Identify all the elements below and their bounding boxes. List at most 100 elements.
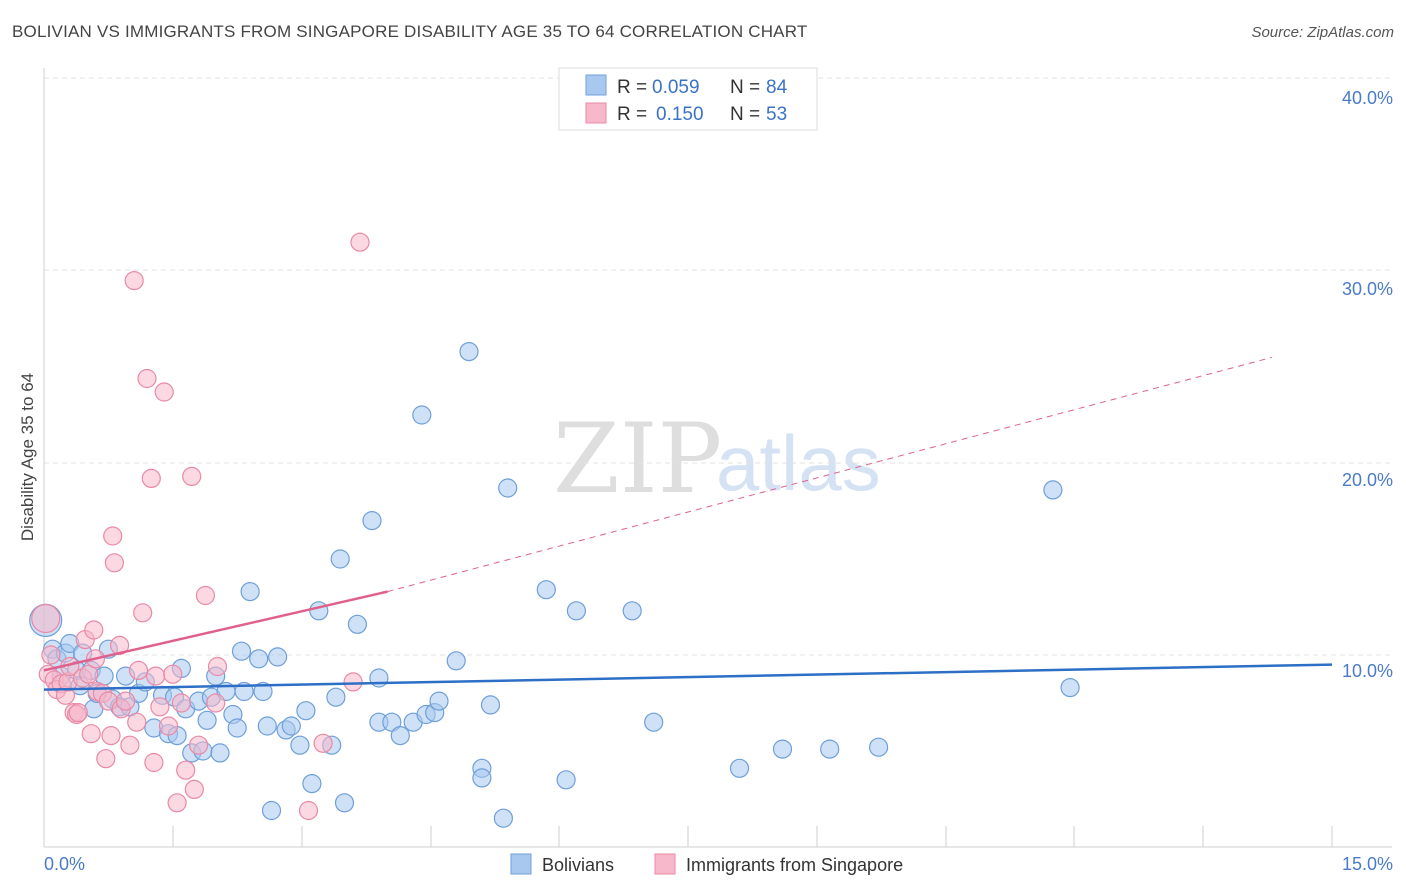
singapore-point-28 bbox=[120, 735, 140, 755]
bolivians-point-69 bbox=[472, 768, 492, 788]
singapore-point-23 bbox=[103, 526, 123, 546]
singapore-point-15 bbox=[81, 724, 101, 744]
bolivians-point-53 bbox=[330, 549, 350, 569]
bolivians-point-54 bbox=[334, 793, 355, 813]
singapore-point-24 bbox=[104, 553, 125, 573]
singapore-point-52 bbox=[343, 672, 363, 692]
singapore-point-43 bbox=[176, 760, 196, 780]
legend-n-label: N = bbox=[730, 77, 760, 98]
trend-line-singapore-solid bbox=[43, 590, 388, 672]
bolivians-point-77 bbox=[644, 712, 664, 732]
bottom-legend: Bolivians Immigrants from Singapore bbox=[510, 853, 903, 875]
bottom-legend-swatch-blue bbox=[510, 853, 532, 875]
singapore-point-29 bbox=[124, 271, 144, 291]
singapore-point-49 bbox=[207, 656, 228, 677]
bolivians-point-52 bbox=[326, 687, 346, 707]
y-tick-labels: 40.0% 30.0% 20.0% 10.0% bbox=[1342, 88, 1393, 681]
bolivians-point-56 bbox=[362, 510, 382, 531]
x-tick-label-min: 0.0% bbox=[44, 854, 85, 874]
y-tick-label-10: 10.0% bbox=[1342, 661, 1393, 681]
bolivians-point-55 bbox=[347, 614, 367, 634]
axes bbox=[43, 68, 1392, 848]
singapore-point-33 bbox=[137, 368, 157, 389]
singapore-point-16 bbox=[84, 620, 104, 640]
legend-r-value: 0.059 bbox=[652, 77, 700, 98]
singapore-point-0 bbox=[31, 603, 61, 634]
bolivians-point-47 bbox=[290, 735, 310, 755]
trend-line-bolivians bbox=[43, 663, 1333, 691]
bolivians-point-79 bbox=[772, 739, 793, 759]
singapore-point-42 bbox=[171, 693, 191, 713]
bolivians-point-30 bbox=[197, 710, 217, 730]
singapore-point-44 bbox=[182, 466, 202, 486]
bolivians-point-43 bbox=[261, 800, 282, 821]
singapore-point-31 bbox=[128, 660, 149, 681]
bolivians-point-78 bbox=[729, 758, 750, 778]
singapore-point-47 bbox=[195, 585, 215, 606]
singapore-point-20 bbox=[96, 749, 116, 769]
bolivians-point-48 bbox=[296, 701, 316, 721]
bolivians-point-46 bbox=[281, 716, 301, 736]
bolivians-point-65 bbox=[429, 691, 449, 711]
trend-line-singapore-dashed bbox=[387, 356, 1273, 593]
bolivians-point-42 bbox=[257, 716, 277, 736]
singapore-point-35 bbox=[144, 752, 164, 773]
bolivians-point-67 bbox=[459, 342, 479, 362]
y-axis-label: Disability Age 35 to 64 bbox=[18, 373, 37, 541]
singapore-point-51 bbox=[313, 733, 333, 753]
singapore-point-46 bbox=[189, 735, 209, 755]
gridlines bbox=[44, 77, 1392, 656]
bolivians-point-36 bbox=[227, 718, 247, 738]
singapore-point-40 bbox=[163, 664, 183, 684]
bolivians-point-39 bbox=[240, 581, 260, 602]
singapore-point-25 bbox=[109, 635, 130, 656]
legend-n-value: 84 bbox=[766, 77, 788, 98]
singapore-point-34 bbox=[141, 468, 161, 488]
trend-lines bbox=[43, 356, 1333, 691]
y-tick-label-30: 30.0% bbox=[1342, 279, 1393, 299]
x-tick-label-max: 15.0% bbox=[1342, 854, 1393, 874]
y-tick-label-40: 40.0% bbox=[1342, 88, 1393, 108]
singapore-point-30 bbox=[127, 712, 147, 732]
singapore-point-39 bbox=[158, 716, 179, 736]
bolivians-point-81 bbox=[868, 737, 889, 757]
legend-n-value: 53 bbox=[766, 104, 787, 125]
bolivians-point-83 bbox=[1060, 677, 1080, 698]
bolivians-point-76 bbox=[622, 601, 642, 621]
singapore-point-36 bbox=[146, 666, 166, 686]
bolivians-point-37 bbox=[231, 641, 252, 661]
singapore-point-22 bbox=[101, 725, 121, 746]
bottom-legend-label-bolivians: Bolivians bbox=[542, 855, 614, 875]
bolivians-point-60 bbox=[390, 725, 410, 746]
singapore-point-45 bbox=[184, 779, 204, 800]
legend-n-label: N = bbox=[730, 104, 760, 125]
x-axis-ticks bbox=[43, 826, 1333, 847]
singapore-point-37 bbox=[150, 697, 170, 717]
singapore-point-41 bbox=[167, 793, 187, 813]
bolivians-point-71 bbox=[493, 808, 513, 828]
bolivians-point-44 bbox=[268, 647, 288, 667]
bolivians-point-41 bbox=[253, 681, 273, 702]
singapore-point-27 bbox=[115, 691, 136, 711]
bolivians-point-73 bbox=[536, 580, 556, 600]
legend-swatch-pink bbox=[585, 102, 607, 124]
watermark-zip: ZIP bbox=[553, 403, 722, 515]
bolivians-point-66 bbox=[446, 651, 466, 671]
singapore-point-48 bbox=[206, 693, 226, 713]
legend-r-value: 0.150 bbox=[656, 104, 704, 125]
bolivians-point-49 bbox=[302, 773, 322, 794]
chart-title: BOLIVIAN VS IMMIGRANTS FROM SINGAPORE DI… bbox=[12, 22, 808, 41]
chart-source: Source: ZipAtlas.com bbox=[1251, 24, 1394, 41]
bolivians-point-40 bbox=[249, 649, 269, 669]
bolivians-point-33 bbox=[210, 743, 230, 763]
bolivians-point-72 bbox=[498, 478, 518, 498]
legend: R = 0.059 N = 84 R = 0.150 N = 53 bbox=[558, 67, 818, 131]
bottom-legend-swatch-pink bbox=[654, 853, 676, 875]
singapore-point-11 bbox=[68, 702, 88, 723]
x-tick-labels: 0.0% 15.0% bbox=[44, 854, 1393, 874]
singapore-point-32 bbox=[133, 603, 153, 623]
bolivians-point-62 bbox=[412, 405, 432, 425]
bolivians-point-50 bbox=[309, 601, 329, 621]
legend-r-label: R = bbox=[617, 77, 647, 98]
